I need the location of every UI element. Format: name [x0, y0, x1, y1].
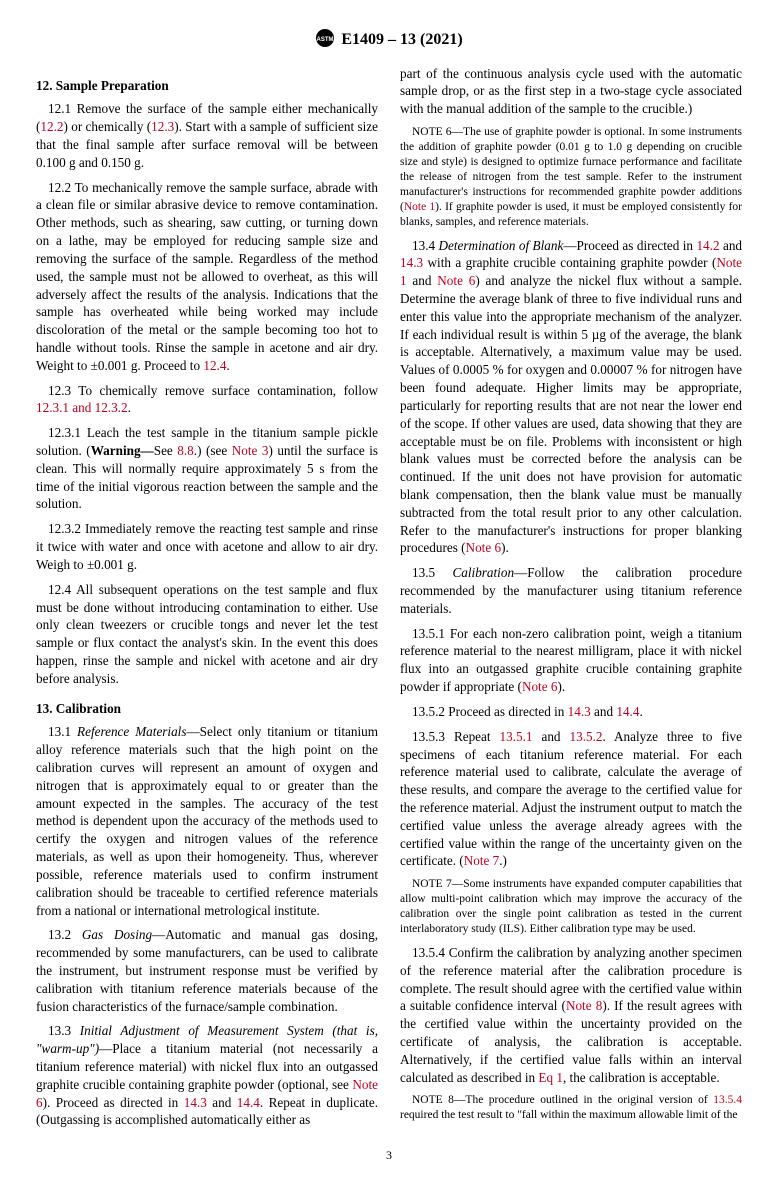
para-12-3: 12.3 To chemically remove surface contam…	[36, 382, 378, 418]
note-7: NOTE 7—Some instruments have expanded co…	[400, 877, 742, 937]
page-header: ASTM E1409 – 13 (2021)	[36, 28, 742, 51]
svg-text:ASTM: ASTM	[317, 37, 334, 43]
ref-note-8[interactable]: Note 8	[566, 998, 602, 1013]
para-12-3-1: 12.3.1 Leach the test sample in the tita…	[36, 424, 378, 513]
para-13-5-3: 13.5.3 Repeat 13.5.1 and 13.5.2. Analyze…	[400, 728, 742, 871]
ref-eq-1[interactable]: Eq 1	[538, 1070, 563, 1085]
ref-note-6b[interactable]: Note 6	[437, 273, 475, 288]
para-12-4: 12.4 All subsequent operations on the te…	[36, 581, 378, 688]
para-13-2: 13.2 Gas Dosing—Automatic and manual gas…	[36, 926, 378, 1015]
note-6: NOTE 6—The use of graphite powder is opt…	[400, 125, 742, 230]
ref-12-2[interactable]: 12.2	[40, 119, 63, 134]
ref-note-3[interactable]: Note 3	[232, 443, 269, 458]
ref-8-8[interactable]: 8.8	[177, 443, 193, 458]
ref-14-3c[interactable]: 14.3	[568, 704, 591, 719]
section-12-heading: 12. Sample Preparation	[36, 77, 378, 95]
page-number: 3	[36, 1147, 742, 1163]
para-12-2: 12.2 To mechanically remove the sample s…	[36, 179, 378, 375]
standard-number: E1409 – 13 (2021)	[341, 31, 462, 48]
para-13-5-1: 13.5.1 For each non-zero calibration poi…	[400, 625, 742, 696]
para-13-5-2: 13.5.2 Proceed as directed in 14.3 and 1…	[400, 703, 742, 721]
body-columns: 12. Sample Preparation 12.1 Remove the s…	[36, 65, 742, 1134]
para-12-1: 12.1 Remove the surface of the sample ei…	[36, 100, 378, 171]
ref-note-6c[interactable]: Note 6	[466, 540, 502, 555]
para-12-3-2: 12.3.2 Immediately remove the reacting t…	[36, 520, 378, 573]
para-13-5-4: 13.5.4 Confirm the calibration by analyz…	[400, 944, 742, 1087]
ref-note-6d[interactable]: Note 6	[522, 679, 558, 694]
ref-note-1a[interactable]: Note 1	[404, 201, 435, 213]
ref-13-5-4[interactable]: 13.5.4	[713, 1094, 742, 1106]
ref-14-3b[interactable]: 14.3	[400, 255, 423, 270]
ref-14-3a[interactable]: 14.3	[184, 1095, 207, 1110]
para-13-1: 13.1 Reference Materials—Select only tit…	[36, 723, 378, 919]
ref-12-3-1-2[interactable]: 12.3.1 and 12.3.2	[36, 400, 128, 415]
para-13-5: 13.5 Calibration—Follow the calibration …	[400, 564, 742, 617]
ref-note-7[interactable]: Note 7	[464, 853, 500, 868]
ref-14-4b[interactable]: 14.4	[616, 704, 639, 719]
ref-12-3[interactable]: 12.3	[151, 119, 174, 134]
ref-14-4a[interactable]: 14.4	[237, 1095, 260, 1110]
ref-13-5-1[interactable]: 13.5.1	[500, 729, 533, 744]
note-8: NOTE 8—The procedure outlined in the ori…	[400, 1093, 742, 1123]
para-col2-continuation: part of the continuous analysis cycle us…	[400, 65, 742, 118]
para-13-3: 13.3 Initial Adjustment of Measurement S…	[36, 1022, 378, 1129]
ref-14-2[interactable]: 14.2	[696, 238, 719, 253]
ref-13-5-2[interactable]: 13.5.2	[570, 729, 603, 744]
astm-logo-icon: ASTM	[315, 28, 335, 48]
ref-12-4[interactable]: 12.4	[203, 358, 226, 373]
para-13-4: 13.4 Determination of Blank—Proceed as d…	[400, 237, 742, 558]
section-13-heading: 13. Calibration	[36, 700, 378, 718]
